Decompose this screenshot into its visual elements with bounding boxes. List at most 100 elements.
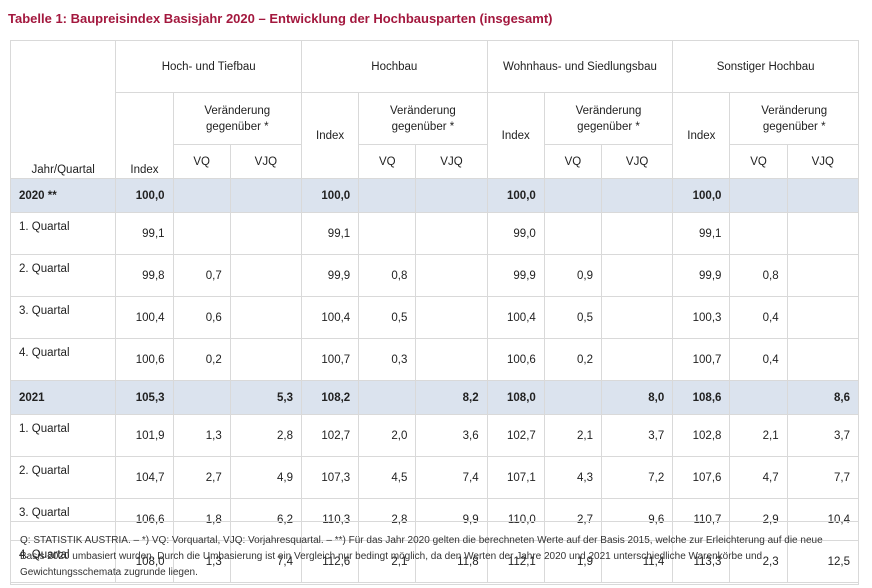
vjq-header: VJQ (415, 144, 488, 179)
row-label: 1. Quartal (9, 414, 117, 457)
vjq-header: VJQ (786, 144, 860, 179)
table-cell: 1,3 (172, 414, 231, 457)
table-cell: 105,3 (115, 380, 174, 415)
index-header: Index (115, 92, 174, 179)
header-row-columns: VQ VJQ VQ VJQ VQ VJQ VQ VJQ (11, 144, 860, 179)
table-cell: 0,2 (172, 338, 231, 381)
table-cell: 0,9 (543, 254, 602, 297)
row-label: 2. Quartal (9, 456, 117, 499)
table-cell (786, 338, 860, 381)
table-cell: 0,5 (358, 296, 417, 339)
table-row: 4. Quartal 100,6 0,2 100,7 0,3 100,6 0,2 100,7 0… (9, 338, 860, 381)
table-cell (786, 254, 860, 297)
table-cell: 99,8 (115, 254, 174, 297)
table-cell: 102,7 (486, 414, 545, 457)
table-cell: 110,0 (486, 498, 545, 541)
vjq-header: VJQ (229, 144, 303, 179)
table-cell (358, 212, 417, 255)
vq-header: VQ (729, 144, 788, 179)
table-cell: 100,3 (672, 296, 731, 339)
table-cell: 0,8 (358, 254, 417, 297)
table-row: 2. Quartal 104,7 2,7 4,9 107,3 4,5 7,4 107,1 4,3… (9, 456, 860, 499)
footnote: Q: STATISTIK AUSTRIA. – *) VQ: Vorquarta… (10, 521, 859, 585)
table-cell: 1,3 (172, 540, 231, 583)
table-cell: 108,6 (672, 380, 731, 415)
table-cell: 8,6 (786, 380, 860, 415)
table-row: 3. Quartal 106,6 1,8 6,2 110,3 2,8 9,9 110,0 2,7… (9, 498, 860, 541)
table-cell (358, 380, 417, 415)
table-cell (172, 178, 231, 213)
group-header-hoch-tiefbau: Hoch- und Tiefbau (115, 40, 302, 93)
change-header: Veränderung gegenüber * (729, 92, 859, 145)
table-cell: 110,3 (300, 498, 360, 541)
table-cell: 108,2 (300, 380, 360, 415)
table-cell: 102,7 (300, 414, 360, 457)
table-cell: 8,0 (600, 380, 674, 415)
table-cell (229, 338, 303, 381)
table-cell: 107,1 (486, 456, 545, 499)
table-cell (786, 212, 860, 255)
table-cell: 100,6 (486, 338, 545, 381)
table-cell: 100,6 (115, 338, 174, 381)
table-cell: 4,7 (729, 456, 788, 499)
header-row-groups: Jahr/Quartal Hoch- und Tiefbau Hochbau W… (9, 40, 859, 179)
table-row: 4. Quartal 108,0 1,3 7,4 112,6 2,1 11,8 112,1 1,… (9, 540, 860, 583)
table-cell: 0,8 (729, 254, 788, 297)
table-row: 1. Quartal 101,9 1,3 2,8 102,7 2,0 3,6 102,7 2,1… (9, 414, 860, 457)
row-label-header: Jahr/Quartal (9, 40, 117, 179)
table-cell: 113,3 (672, 540, 731, 583)
change-header: Veränderung gegenüber * (358, 92, 488, 145)
vjq-header: VJQ (600, 144, 674, 179)
table-cell (600, 338, 674, 381)
table-cell (600, 212, 674, 255)
table-cell: 7,7 (786, 456, 860, 499)
table-cell: 100,0 (115, 178, 174, 213)
table-cell (729, 178, 788, 213)
table-cell (600, 254, 674, 297)
table-cell: 99,1 (672, 212, 731, 255)
table-cell: 2,8 (229, 414, 303, 457)
table-cell (543, 212, 602, 255)
vq-header: VQ (543, 144, 602, 179)
table-row: 2020 ** 100,0 100,0 100,0 100,0 (9, 178, 860, 213)
table-cell (786, 178, 860, 213)
table-cell (600, 178, 674, 213)
row-label: 2021 (9, 380, 117, 415)
table-cell: 2,8 (358, 498, 417, 541)
table-cell: 4,9 (229, 456, 303, 499)
vq-header: VQ (358, 144, 417, 179)
table-cell: 4,5 (358, 456, 417, 499)
header-row-subgroups: Index Veränderung gegenüber * Index Verä… (11, 92, 859, 179)
table-cell: 7,4 (415, 456, 488, 499)
table-cell: 104,7 (115, 456, 174, 499)
table-cell: 99,1 (300, 212, 360, 255)
table-cell: 0,7 (172, 254, 231, 297)
group-header-hochbau: Hochbau (301, 40, 488, 93)
vq-header: VQ (172, 144, 231, 179)
table-cell: 0,5 (543, 296, 602, 339)
table-cell: 7,4 (229, 540, 303, 583)
price-index-table: Jahr/Quartal Hoch- und Tiefbau Hochbau W… (9, 40, 860, 583)
table-cell: 3,7 (600, 414, 674, 457)
table-row: 2021 105,3 5,3 108,2 8,2 108,0 8,0 108,6 8,6 (9, 380, 860, 415)
table-cell: 2,1 (358, 540, 417, 583)
table-cell: 3,6 (415, 414, 488, 457)
row-label: 1. Quartal (9, 212, 117, 255)
index-header: Index (300, 92, 360, 179)
index-header: Index (672, 92, 731, 179)
change-header: Veränderung gegenüber * (543, 92, 674, 145)
row-label: 3. Quartal (9, 296, 117, 339)
table-cell (786, 296, 860, 339)
row-label: 2. Quartal (9, 254, 117, 297)
table-cell: 99,0 (486, 212, 545, 255)
table-cell: 100,7 (300, 338, 360, 381)
table-cell: 0,4 (729, 338, 788, 381)
table-cell (600, 296, 674, 339)
table-body: 2020 ** 100,0 100,0 100,0 100,0 1. Quartal 99,… (9, 178, 860, 583)
table-row: 1. Quartal 99,1 99,1 99,0 99,1 (9, 212, 860, 255)
table-cell: 2,1 (543, 414, 602, 457)
row-label: 3. Quartal (9, 498, 117, 541)
table-cell (415, 254, 488, 297)
table-cell: 100,0 (672, 178, 731, 213)
table-cell (172, 380, 231, 415)
